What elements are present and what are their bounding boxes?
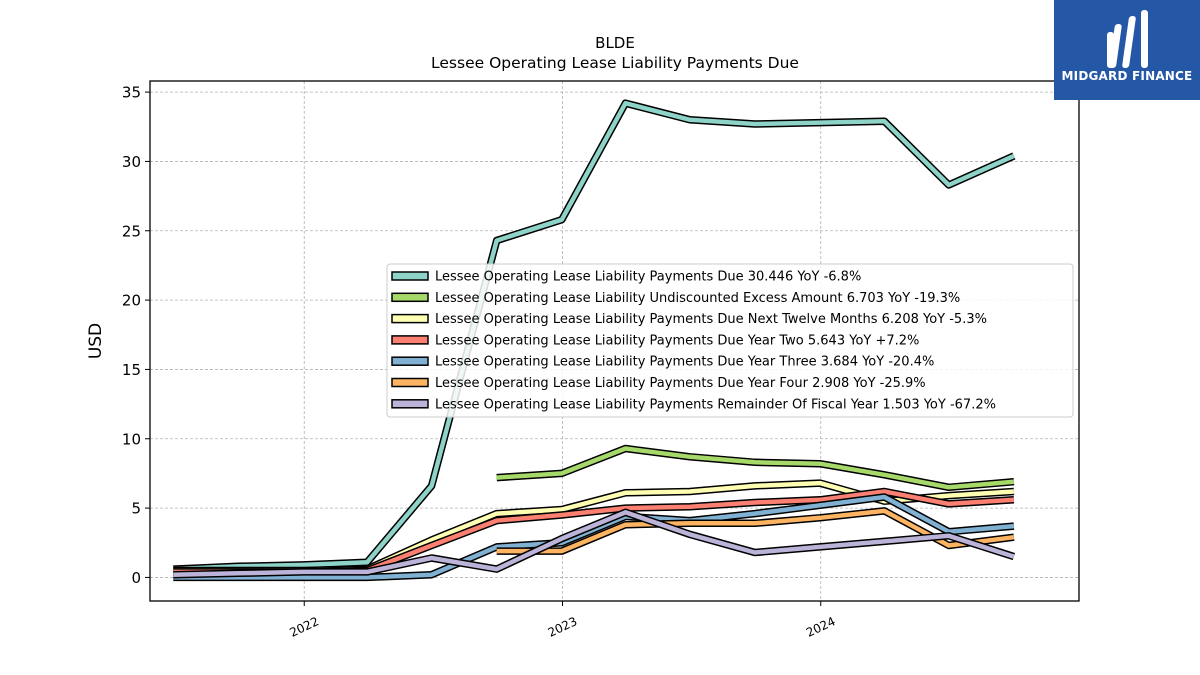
legend-swatch-6 xyxy=(391,399,429,409)
legend-box xyxy=(386,263,1074,418)
x-tick-label: 2024 xyxy=(804,614,838,640)
series-lines xyxy=(173,99,1016,582)
legend-label-5: Lessee Operating Lease Liability Payment… xyxy=(435,376,926,391)
y-tick-label: 5 xyxy=(131,500,141,518)
y-axis: 0 5 10 15 20 25 30 35 xyxy=(122,84,150,587)
x-tick-label: 2023 xyxy=(546,614,580,640)
y-tick-label: 0 xyxy=(131,569,141,587)
legend-swatch-3 xyxy=(391,335,429,345)
x-axis: 2022 2023 2024 xyxy=(287,601,838,640)
legend-swatch-5 xyxy=(391,377,429,388)
legend-swatch-2 xyxy=(391,313,429,324)
legend-label-0: Lessee Operating Lease Liability Payment… xyxy=(435,270,861,285)
legend-label-2: Lessee Operating Lease Liability Payment… xyxy=(435,312,987,327)
x-tick-label: 2022 xyxy=(287,614,321,640)
y-tick-label: 10 xyxy=(122,430,141,448)
brand-mark-icon xyxy=(1107,10,1148,68)
legend-swatch-0 xyxy=(391,271,429,281)
series-line-1 xyxy=(496,446,1015,490)
legend-swatch-1 xyxy=(391,292,429,303)
y-tick-label: 30 xyxy=(122,153,141,171)
series-line-6 xyxy=(173,510,1015,577)
legend-label-1: Lessee Operating Lease Liability Undisco… xyxy=(435,291,960,306)
y-axis-label: USD xyxy=(86,323,106,359)
series-line-4 xyxy=(173,494,1015,580)
legend-label-3: Lessee Operating Lease Liability Payment… xyxy=(435,333,919,348)
y-tick-label: 35 xyxy=(122,84,141,102)
y-tick-label: 25 xyxy=(122,222,141,240)
legend-label-6: Lessee Operating Lease Liability Payment… xyxy=(435,397,996,412)
chart-subtitle: Lessee Operating Lease Liability Payment… xyxy=(431,54,799,72)
series-line-0 xyxy=(173,100,1015,572)
legend-swatch-4 xyxy=(391,356,429,366)
y-tick-label: 15 xyxy=(122,361,141,379)
plot-frame xyxy=(149,80,1080,602)
chart-title: BLDE xyxy=(595,34,635,52)
brand-logo: MIDGARD FINANCE xyxy=(1054,0,1200,100)
chart-legend: Lessee Operating Lease Liability Payment… xyxy=(386,263,1074,418)
brand-name: MIDGARD FINANCE xyxy=(1061,69,1193,83)
y-tick-label: 20 xyxy=(122,292,141,310)
legend-label-4: Lessee Operating Lease Liability Payment… xyxy=(435,355,934,370)
